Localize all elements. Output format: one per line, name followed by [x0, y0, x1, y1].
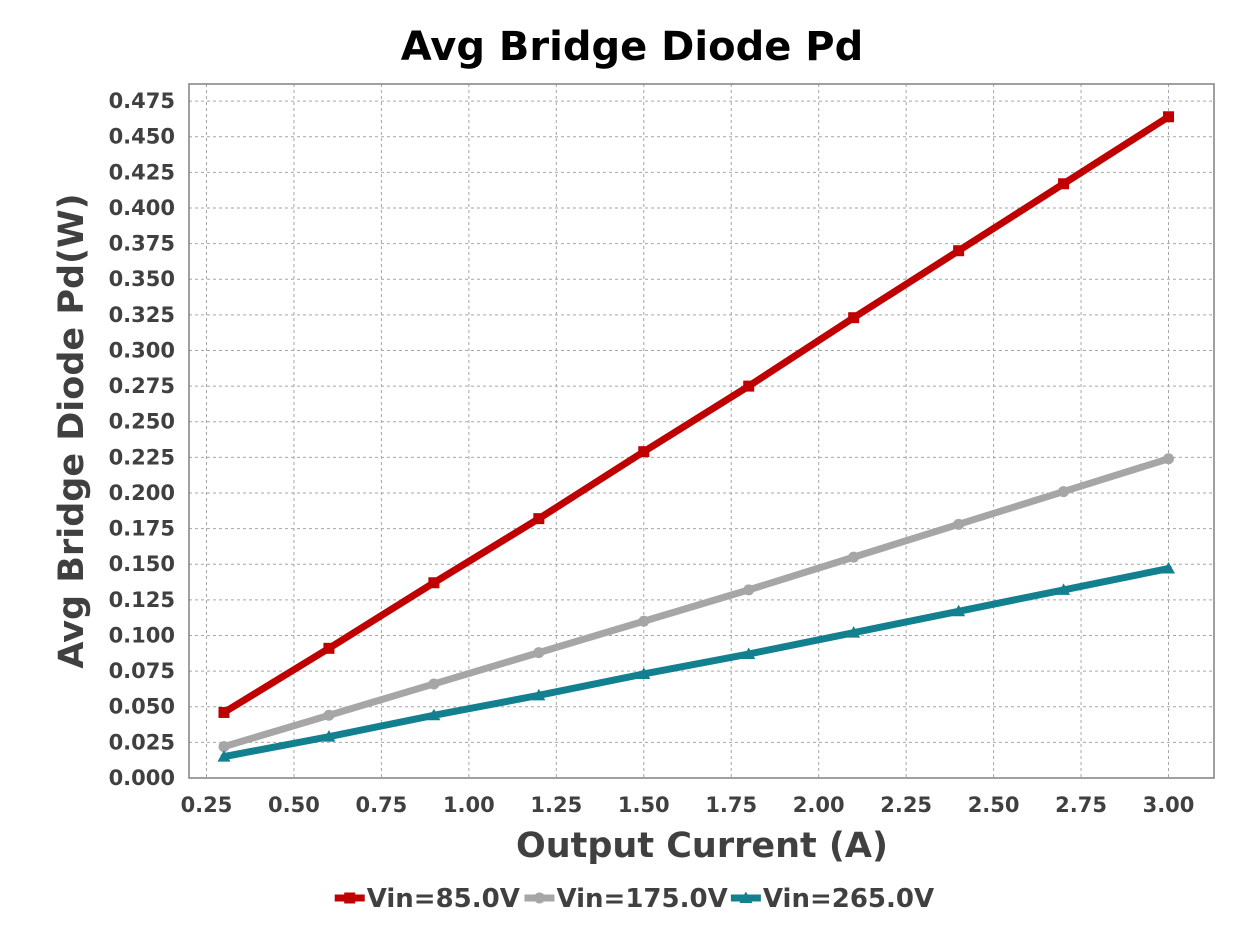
- data-point: [533, 513, 545, 525]
- y-tick-label: 0.150: [109, 552, 175, 576]
- y-tick-label: 0.000: [109, 766, 175, 790]
- data-point: [427, 708, 441, 721]
- y-tick-label: 0.200: [109, 481, 175, 505]
- x-axis-title: Output Current (A): [516, 826, 888, 866]
- x-tick-label: 1.00: [443, 793, 495, 817]
- series-line: [220, 565, 1173, 761]
- x-tick-label: 0.75: [355, 793, 407, 817]
- y-tick-label: 0.300: [109, 338, 175, 362]
- y-tick-label: 0.250: [109, 410, 175, 434]
- y-tick-label: 0.175: [109, 517, 175, 541]
- x-tick-label: 1.50: [618, 793, 670, 817]
- y-tick-label: 0.075: [109, 659, 175, 683]
- data-point: [532, 688, 546, 701]
- legend-label: Vin=85.0V: [367, 884, 520, 914]
- y-axis-title: Avg Bridge Diode Pd(W): [52, 193, 92, 668]
- x-tick-label: 2.75: [1055, 793, 1107, 817]
- data-point: [743, 380, 755, 392]
- x-axis-ticks: 0.25 0.50 0.75 1.00 1.25 1.50 1.75 2.00 2.25 2.50…: [181, 793, 1195, 817]
- series-1: [218, 111, 1175, 718]
- y-tick-label: 0.425: [109, 160, 175, 184]
- y-tick-label: 0.375: [109, 232, 175, 256]
- x-tick-label: 0.25: [181, 793, 233, 817]
- data-point: [848, 551, 860, 563]
- data-point: [428, 577, 440, 589]
- legend: Vin=85.0V Vin=175.0V Vin=265.0V: [334, 884, 934, 914]
- series-line: [220, 113, 1173, 716]
- series-3: [217, 562, 1176, 762]
- y-tick-label: 0.275: [109, 374, 175, 398]
- y-tick-label: 0.450: [109, 125, 175, 149]
- data-point: [218, 741, 230, 753]
- chart-title: Avg Bridge Diode Pd: [401, 24, 863, 70]
- legend-item: Vin=175.0V: [524, 884, 728, 914]
- legend-marker: [739, 891, 753, 903]
- legend-item: Vin=85.0V: [334, 884, 520, 914]
- data-point: [953, 518, 965, 530]
- y-tick-label: 0.350: [109, 267, 175, 291]
- plot-area: [188, 83, 1215, 779]
- data-point: [323, 709, 335, 721]
- data-point: [953, 245, 965, 257]
- y-tick-label: 0.125: [109, 588, 175, 612]
- data-point: [1058, 178, 1070, 190]
- x-tick-label: 1.75: [705, 793, 757, 817]
- legend-marker: [344, 892, 356, 904]
- data-point: [1057, 583, 1071, 595]
- x-tick-label: 2.25: [880, 793, 932, 817]
- grid: [189, 84, 1214, 779]
- data-point: [743, 584, 755, 596]
- data-point: [217, 750, 231, 762]
- y-tick-label: 0.400: [109, 196, 175, 220]
- data-point: [1163, 111, 1175, 123]
- data-point: [218, 706, 230, 718]
- x-tick-label: 2.00: [793, 793, 845, 817]
- data-point: [638, 615, 650, 627]
- y-tick-label: 0.225: [109, 445, 175, 469]
- data-point: [1163, 453, 1175, 465]
- data-point: [1162, 562, 1176, 574]
- x-tick-label: 3.00: [1143, 793, 1195, 817]
- x-tick-label: 2.50: [968, 793, 1020, 817]
- x-tick-label: 0.50: [268, 793, 320, 817]
- data-point: [428, 678, 440, 690]
- data-point: [533, 647, 545, 659]
- legend-item: Vin=265.0V: [730, 884, 934, 914]
- data-point: [323, 642, 335, 654]
- series-2: [218, 453, 1175, 753]
- y-tick-label: 0.325: [109, 303, 175, 327]
- series-line: [220, 455, 1173, 751]
- data-point: [848, 312, 860, 324]
- data-point: [638, 446, 650, 458]
- data-point: [637, 667, 651, 679]
- y-tick-label: 0.050: [109, 695, 175, 719]
- x-tick-label: 1.25: [530, 793, 582, 817]
- data-point: [322, 730, 336, 742]
- y-tick-label: 0.025: [109, 730, 175, 754]
- legend-label: Vin=265.0V: [763, 884, 934, 914]
- series-layer: [217, 111, 1176, 762]
- y-tick-label: 0.475: [109, 89, 175, 113]
- y-axis-ticks: 0.000 0.025 0.050 0.075 0.100 0.125 0.150 0.175…: [109, 89, 175, 790]
- legend-label: Vin=175.0V: [556, 884, 727, 914]
- data-point: [952, 604, 966, 617]
- y-tick-label: 0.100: [109, 623, 175, 647]
- data-point: [1058, 486, 1070, 498]
- data-point: [742, 647, 756, 660]
- data-point: [847, 626, 861, 638]
- legend-marker: [533, 892, 545, 904]
